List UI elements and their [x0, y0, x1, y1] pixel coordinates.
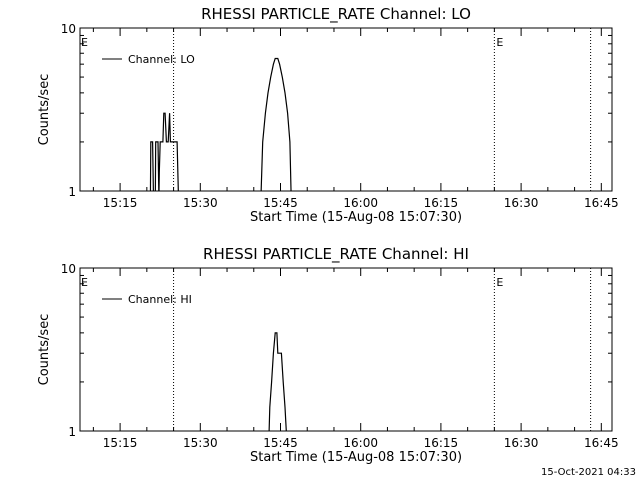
x-tick-label: 16:00 — [343, 436, 378, 450]
x-axis-label: Start Time (15-Aug-08 15:07:30) — [250, 450, 462, 465]
x-tick-label: 15:45 — [263, 196, 298, 210]
x-tick-label: 15:15 — [103, 196, 138, 210]
series-line-lo — [149, 57, 292, 191]
y-tick-label: 10 — [61, 22, 76, 36]
y-tick-label: 10 — [61, 262, 76, 276]
chart-panel-lo: RHESSI PARTICLE_RATE Channel: LO Counts/s… — [37, 5, 619, 225]
y-tick-label: 1 — [68, 425, 76, 439]
x-tick-label: 15:45 — [263, 436, 298, 450]
x-tick-label: 16:15 — [424, 196, 459, 210]
start-marker-label: E — [81, 276, 88, 289]
y-tick-label: 1 — [68, 185, 76, 199]
x-tick-label: 16:30 — [504, 436, 539, 450]
event-marker-label: E — [496, 36, 503, 49]
event-marker-label: E — [496, 276, 503, 289]
x-tick-label: 16:45 — [584, 436, 619, 450]
panels: RHESSI PARTICLE_RATE Channel: LO Counts/s… — [37, 5, 619, 465]
y-axis-label: Counts/sec — [37, 74, 52, 146]
plot-frame — [79, 267, 613, 432]
x-tick-label: 16:45 — [584, 196, 619, 210]
legend-entry: Channel: HI — [128, 293, 192, 306]
chart-panel-hi: RHESSI PARTICLE_RATE Channel: HI Counts/s… — [37, 245, 619, 465]
start-marker-label: E — [81, 36, 88, 49]
x-tick-label: 15:30 — [183, 436, 218, 450]
footer-timestamp: 15-Oct-2021 04:33 — [541, 467, 636, 478]
series-line-hi — [268, 332, 287, 431]
x-tick-label: 15:30 — [183, 196, 218, 210]
x-tick-label: 16:15 — [424, 436, 459, 450]
chart-title: RHESSI PARTICLE_RATE Channel: HI — [203, 245, 469, 264]
x-tick-label: 16:30 — [504, 196, 539, 210]
x-axis-label: Start Time (15-Aug-08 15:07:30) — [250, 210, 462, 225]
x-tick-label: 16:00 — [343, 196, 378, 210]
legend-entry: Channel: LO — [128, 53, 195, 66]
chart-title: RHESSI PARTICLE_RATE Channel: LO — [201, 5, 471, 24]
plot-frame — [79, 27, 613, 192]
y-axis-label: Counts/sec — [37, 314, 52, 386]
x-tick-label: 15:15 — [103, 436, 138, 450]
